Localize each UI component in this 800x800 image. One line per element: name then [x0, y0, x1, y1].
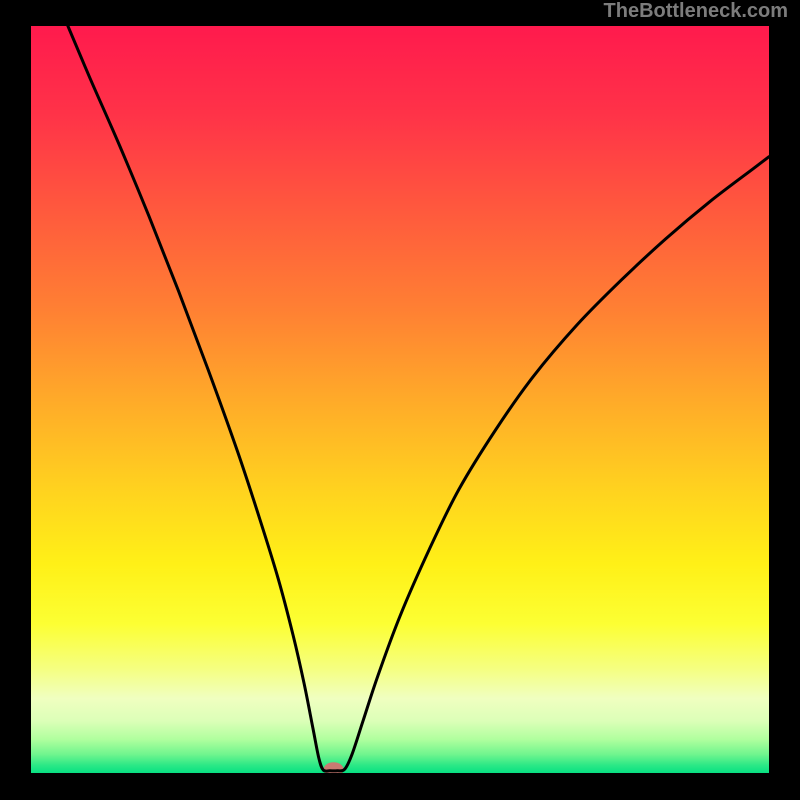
watermark-text: TheBottleneck.com — [604, 0, 788, 23]
bottleneck-curve-chart — [0, 0, 800, 800]
chart-container: TheBottleneck.com — [0, 0, 800, 800]
plot-background-gradient — [31, 26, 769, 773]
